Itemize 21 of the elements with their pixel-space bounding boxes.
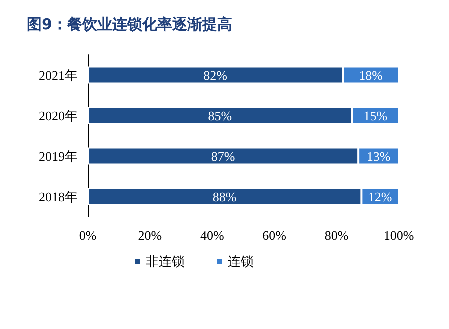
x-tick-label: 100% xyxy=(384,228,414,243)
x-tick-label: 60% xyxy=(262,228,287,243)
x-tick-label: 80% xyxy=(324,228,349,243)
y-tick-label: 2021年 xyxy=(39,68,78,83)
y-tick-label: 2020年 xyxy=(39,108,78,124)
y-tick-label: 2018年 xyxy=(39,189,78,204)
legend-label: 连锁 xyxy=(228,254,254,269)
x-tick-label: 20% xyxy=(138,228,162,243)
legend-label: 非连锁 xyxy=(146,254,185,269)
data-label: 18% xyxy=(359,68,384,83)
x-tick-label: 0% xyxy=(79,228,97,243)
data-label: 87% xyxy=(211,148,236,164)
data-label: 13% xyxy=(366,148,391,164)
x-tick-label: 40% xyxy=(200,228,224,243)
data-label: 12% xyxy=(368,189,392,204)
data-label: 88% xyxy=(212,189,237,204)
chart-title: 图9：餐饮业连锁化率逐渐提高 xyxy=(27,16,232,34)
data-label: 15% xyxy=(364,108,388,124)
data-label: 82% xyxy=(204,68,228,83)
y-tick-label: 2019年 xyxy=(39,148,78,164)
data-label: 85% xyxy=(208,108,232,124)
